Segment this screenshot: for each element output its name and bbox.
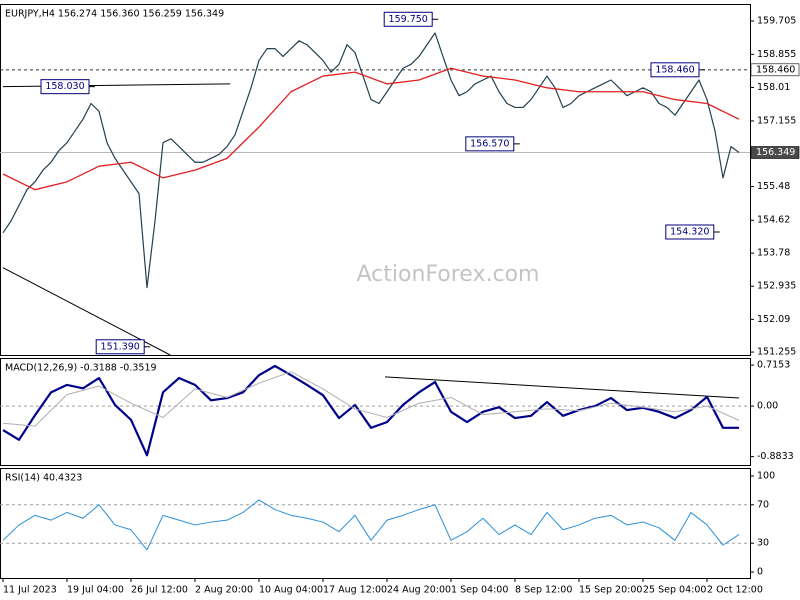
trendline (2, 267, 171, 356)
y-tick-label: 30 (757, 538, 769, 549)
y-tick-label: 157.155 (757, 115, 796, 126)
x-tick-label: 26 Jul 12:00 (131, 585, 188, 596)
panel-title: MACD(12,26,9) -0.3188 -0.3519 (5, 363, 157, 374)
x-tick-label: 15 Sep 20:00 (579, 585, 642, 596)
annotation-box (383, 11, 433, 27)
title-bg (2, 6, 3, 7)
y-tick-label: 152.09 (757, 314, 790, 325)
series-line (2, 371, 740, 427)
panel-title: EURJPY,H4 156.274 156.360 156.259 156.34… (5, 9, 224, 20)
y-tick-label: 151.255 (757, 347, 796, 358)
x-tick-label: 17 Aug 12:00 (323, 585, 387, 596)
x-tick-label: 2 Aug 20:00 (195, 585, 253, 596)
annotation-box (665, 224, 715, 240)
x-tick-label: 11 Jul 2023 (3, 585, 57, 596)
title-bg (2, 360, 3, 361)
trendline (2, 83, 231, 88)
y-tick-label: 100 (757, 470, 775, 481)
x-tick-label: 8 Sep 12:00 (515, 585, 572, 596)
y-tick-label: 158.01 (757, 82, 790, 93)
series-line (2, 67, 740, 191)
annotation-box (40, 79, 90, 95)
x-tick-label: 19 Jul 04:00 (67, 585, 124, 596)
title-bg (2, 470, 3, 471)
price-box (750, 146, 800, 159)
panel-frame (0, 4, 751, 356)
y-tick-label: 0.7153 (757, 360, 790, 371)
series-line (2, 364, 739, 457)
annotation-label: 156.570 (470, 138, 509, 149)
price-box-label: 156.349 (756, 147, 795, 158)
trendline (384, 376, 740, 399)
x-tick-label: 25 Sep 04:00 (643, 585, 706, 596)
series-line (2, 32, 740, 289)
annotation-box (95, 339, 145, 355)
x-tick-label: 2 Oct 12:00 (707, 585, 763, 596)
y-tick-label: 155.48 (757, 181, 790, 192)
price-box (750, 63, 800, 77)
annotation-label: 159.750 (389, 14, 428, 25)
annotation-label: 151.390 (101, 341, 140, 352)
y-tick-label: 0 (757, 566, 763, 577)
x-tick-label: 24 Aug 20:00 (387, 585, 451, 596)
price-box-label: 158.460 (756, 64, 795, 75)
annotation-box (465, 136, 515, 152)
y-tick-label: 70 (757, 499, 769, 510)
panel-title: RSI(14) 40.4323 (5, 473, 82, 484)
annotation-label: 154.320 (670, 226, 709, 237)
y-tick-label: 0.00 (757, 401, 778, 412)
x-tick-label: 1 Sep 04:00 (451, 585, 508, 596)
y-tick-label: 153.78 (757, 248, 790, 259)
panel-frame (0, 468, 751, 579)
series-line (2, 499, 740, 551)
annotation-label: 158.030 (45, 81, 84, 92)
panel-frame (0, 358, 751, 466)
y-tick-label: 154.62 (757, 215, 790, 226)
annotation-label: 158.460 (655, 64, 694, 75)
y-tick-label: 159.705 (757, 16, 796, 27)
y-tick-label: -0.8833 (757, 451, 794, 462)
annotation-box (650, 62, 700, 78)
x-tick-label: 10 Aug 04:00 (259, 585, 323, 596)
y-tick-label: 152.935 (757, 281, 796, 292)
watermark: ActionForex.com (357, 262, 540, 287)
y-tick-label: 158.855 (757, 49, 796, 60)
